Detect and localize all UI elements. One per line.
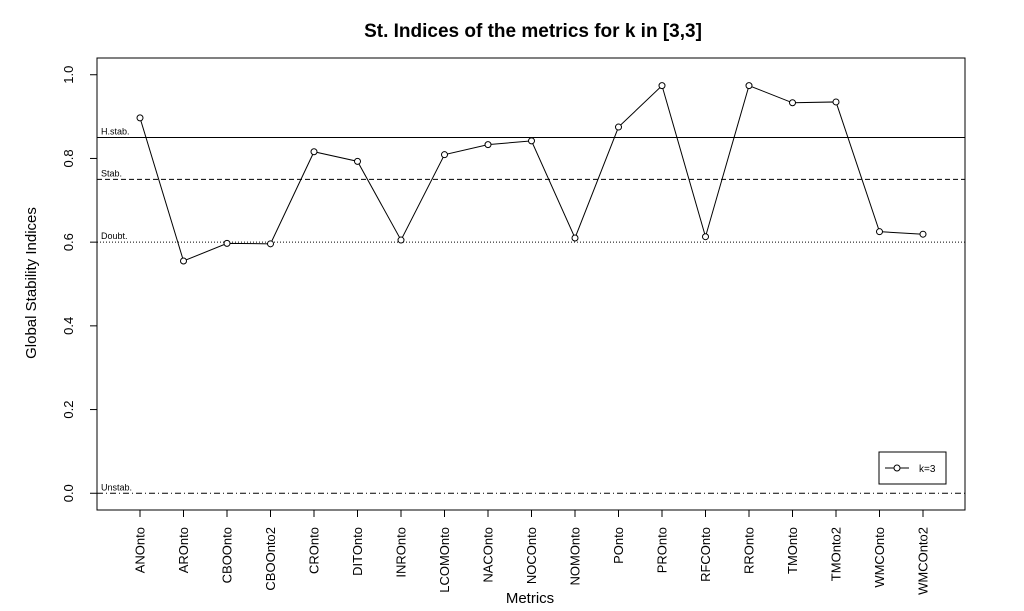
x-tick-label: CBOOnto2 bbox=[263, 527, 278, 591]
reference-label: Unstab. bbox=[101, 482, 132, 492]
x-axis-title: Metrics bbox=[506, 590, 554, 606]
x-tick-label: NOCOnto bbox=[524, 527, 539, 584]
x-tick-label: TMOnto bbox=[785, 527, 800, 574]
reference-label: Stab. bbox=[101, 168, 122, 178]
x-tick-label: ANOnto bbox=[133, 527, 148, 573]
series-line bbox=[139, 84, 924, 262]
data-point bbox=[789, 99, 796, 107]
x-tick-label: AROnto bbox=[176, 527, 191, 573]
data-point bbox=[223, 239, 231, 247]
legend-marker bbox=[893, 464, 901, 472]
reference-lines: H.stab. Stab. Doubt. Unstab. bbox=[97, 127, 965, 494]
x-tick-label: WMCOnto2 bbox=[916, 527, 931, 595]
reference-label: Doubt. bbox=[101, 231, 128, 241]
x-tick-label: CROnto bbox=[307, 527, 322, 574]
x-tick-label: NOMOnto bbox=[568, 527, 583, 586]
series-group bbox=[136, 82, 927, 265]
x-tick-label: RROnto bbox=[742, 527, 757, 574]
y-tick-label: 0.4 bbox=[61, 317, 76, 335]
data-point bbox=[658, 82, 666, 90]
data-point bbox=[876, 228, 883, 236]
x-tick-label: WMCOnto bbox=[872, 527, 887, 588]
data-point bbox=[484, 141, 492, 149]
x-axis: ANOnto AROnto CBOOnto CBOOnto2 CROnto DITOnto… bbox=[133, 510, 931, 595]
x-tick-label: POnto bbox=[611, 527, 626, 564]
chart-title: St. Indices of the metrics for k in [3,3… bbox=[364, 21, 702, 42]
x-tick-label: RFCOnto bbox=[698, 527, 713, 582]
data-point bbox=[310, 148, 318, 156]
x-tick-label: PROnto bbox=[655, 527, 670, 573]
data-point bbox=[571, 234, 579, 242]
data-point bbox=[397, 236, 405, 244]
y-axis-title: Global Stability Indices bbox=[23, 207, 40, 359]
y-tick-label: 0.2 bbox=[61, 401, 76, 419]
y-tick-label: 0.8 bbox=[61, 149, 76, 167]
x-tick-label: INROnto bbox=[394, 527, 409, 578]
x-tick-label: TMOnto2 bbox=[829, 527, 844, 581]
y-tick-label: 1.0 bbox=[61, 66, 76, 84]
x-tick-label: LCOMOnto bbox=[437, 527, 452, 593]
data-point bbox=[528, 137, 535, 145]
y-tick-label: 0.6 bbox=[61, 233, 76, 251]
data-point bbox=[745, 82, 753, 90]
data-point bbox=[441, 151, 448, 159]
data-point bbox=[919, 230, 927, 238]
data-point bbox=[136, 114, 144, 122]
x-tick-label: CBOOnto bbox=[220, 527, 235, 583]
x-tick-label: NACOnto bbox=[481, 527, 496, 583]
data-point bbox=[615, 123, 622, 131]
data-point bbox=[354, 157, 361, 165]
reference-label: H.stab. bbox=[101, 127, 130, 137]
data-point bbox=[267, 240, 274, 248]
legend-label: k=3 bbox=[919, 464, 936, 475]
y-tick-label: 0.0 bbox=[61, 484, 76, 502]
y-axis: 0.0 0.2 0.4 0.6 0.8 1.0 bbox=[61, 66, 98, 502]
data-point bbox=[832, 98, 840, 106]
data-point bbox=[180, 257, 187, 265]
data-point bbox=[702, 233, 709, 241]
plot-frame bbox=[96, 57, 966, 511]
legend: k=3 bbox=[878, 451, 947, 485]
x-tick-label: DITOnto bbox=[350, 527, 365, 576]
